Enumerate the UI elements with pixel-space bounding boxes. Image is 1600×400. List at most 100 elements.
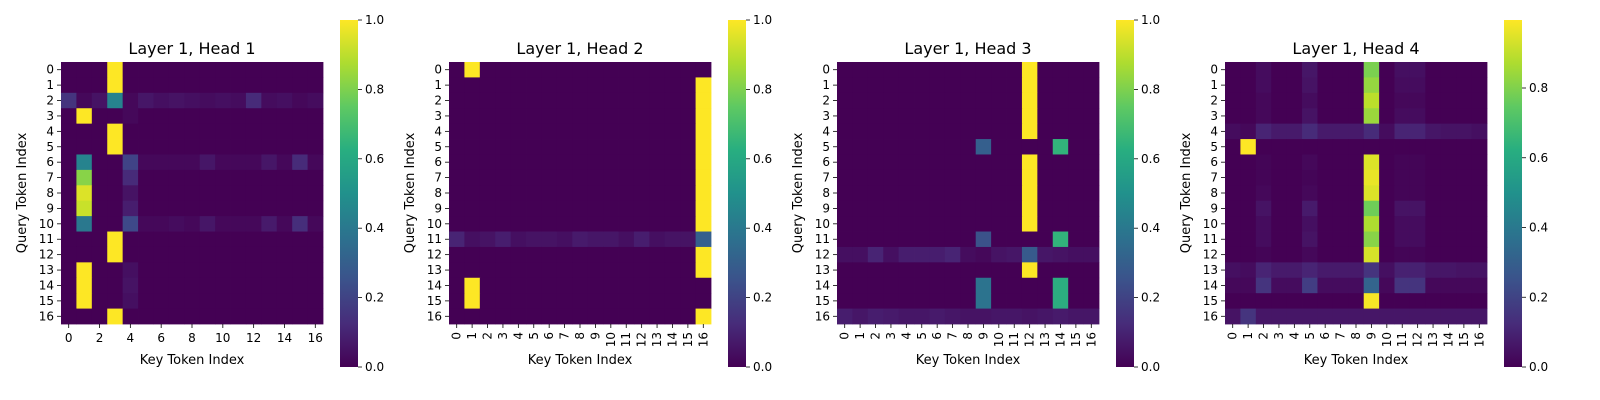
heatmap-cell bbox=[1409, 293, 1426, 309]
heatmap-cell bbox=[1317, 154, 1334, 171]
heatmap-cell bbox=[138, 293, 154, 309]
heatmap-cell bbox=[184, 246, 201, 263]
heatmap-cell bbox=[510, 169, 527, 186]
heatmap-cell bbox=[1302, 277, 1318, 294]
heatmap-cell bbox=[603, 185, 619, 202]
heatmap-cell bbox=[1379, 185, 1395, 202]
heatmap-cell bbox=[245, 108, 262, 125]
heatmap-cell bbox=[991, 200, 1007, 217]
heatmap-cell bbox=[526, 293, 542, 309]
heatmap-cell bbox=[1409, 277, 1426, 294]
heatmap-cell bbox=[107, 185, 124, 202]
heatmap-cell bbox=[153, 277, 170, 294]
heatmap-cell bbox=[1394, 246, 1411, 263]
heatmap-cell bbox=[1348, 231, 1365, 248]
heatmap-cell bbox=[215, 246, 231, 263]
heatmap-cell bbox=[1348, 216, 1365, 232]
x-tick-label: 1 bbox=[465, 332, 479, 340]
heatmap-cell bbox=[914, 293, 930, 309]
heatmap-cell bbox=[603, 154, 619, 171]
heatmap-cell bbox=[184, 62, 201, 78]
heatmap-cell bbox=[603, 62, 619, 78]
x-tick-label: 2 bbox=[481, 332, 495, 340]
heatmap-cells bbox=[449, 62, 712, 325]
heatmap-cell bbox=[1332, 169, 1349, 186]
heatmap-cell bbox=[867, 154, 884, 171]
heatmap-cell bbox=[479, 262, 496, 279]
heatmap-cell bbox=[1363, 246, 1380, 263]
x-tick-label: 9 bbox=[976, 332, 990, 340]
y-tick-label: 13 bbox=[39, 263, 54, 277]
heatmap-cell bbox=[914, 185, 930, 202]
heatmap-cell bbox=[261, 185, 278, 202]
heatmap-cell bbox=[837, 231, 853, 248]
heatmap-cell bbox=[1317, 277, 1334, 294]
heatmap-cell bbox=[695, 200, 712, 217]
heatmap-cell bbox=[1037, 262, 1054, 279]
heatmap-cell bbox=[541, 185, 558, 202]
heatmap-cell bbox=[138, 262, 154, 279]
heatmap-cell bbox=[230, 308, 247, 325]
heatmap-cell bbox=[1394, 216, 1411, 232]
heatmap-cell bbox=[1286, 262, 1303, 279]
heatmap-cell bbox=[1006, 308, 1023, 325]
heatmap-cell bbox=[1286, 92, 1303, 109]
heatmap-cell bbox=[1021, 246, 1038, 263]
heatmap-cell bbox=[1286, 246, 1303, 263]
heatmap-cell bbox=[587, 62, 604, 78]
colorbar-tick-label: 0.0 bbox=[1141, 360, 1160, 374]
x-tick-label: 4 bbox=[1287, 332, 1301, 340]
colorbar-tick-label: 1.0 bbox=[365, 13, 384, 27]
heatmap-cell bbox=[1037, 77, 1054, 94]
heatmap-cell bbox=[541, 200, 558, 217]
heatmap-cell bbox=[883, 139, 900, 155]
heatmap-cell bbox=[153, 200, 170, 217]
heatmap-cell bbox=[292, 154, 308, 171]
heatmap-cell bbox=[587, 185, 604, 202]
heatmap-cell bbox=[168, 139, 185, 155]
heatmap-cell bbox=[837, 154, 853, 171]
heatmap-cell bbox=[944, 308, 961, 325]
y-tick-label: 4 bbox=[434, 124, 442, 138]
x-tick-label: 14 bbox=[665, 332, 679, 347]
heatmap-cell bbox=[1332, 308, 1349, 325]
heatmap-cell bbox=[1225, 154, 1241, 171]
heatmap-cell bbox=[1083, 216, 1100, 232]
heatmap-cell bbox=[1332, 92, 1349, 109]
heatmap-cell bbox=[960, 62, 977, 78]
heatmap-cell bbox=[867, 308, 884, 325]
heatmap-cell bbox=[1037, 200, 1054, 217]
heatmap-cell bbox=[153, 262, 170, 279]
heatmap-cell bbox=[510, 185, 527, 202]
heatmap-cell bbox=[1425, 308, 1442, 325]
x-tick-label: 14 bbox=[277, 331, 292, 345]
heatmap-cell bbox=[1240, 308, 1257, 325]
y-tick-label: 2 bbox=[434, 94, 442, 108]
heatmap-cell bbox=[1006, 169, 1023, 186]
x-tick-label: 6 bbox=[542, 332, 556, 340]
heatmap-cell bbox=[975, 185, 992, 202]
heatmap-cell bbox=[153, 246, 170, 263]
heatmap-cell bbox=[1068, 246, 1084, 263]
heatmap-cell bbox=[153, 216, 170, 232]
heatmap-cell bbox=[1083, 108, 1100, 125]
heatmap-cell bbox=[633, 62, 650, 78]
heatmap-cell bbox=[1006, 185, 1023, 202]
heatmap-cell bbox=[510, 231, 527, 248]
heatmap-cell bbox=[1302, 231, 1318, 248]
heatmap-cell bbox=[960, 77, 977, 94]
heatmap-cell bbox=[1394, 92, 1411, 109]
y-tick-label: 4 bbox=[46, 124, 54, 138]
heatmap-cell bbox=[1471, 62, 1488, 78]
heatmap-cell bbox=[649, 77, 666, 94]
heatmap-cell bbox=[852, 231, 869, 248]
colorbar: 0.0 0.2 0.4 0.6 0.8 1.0 bbox=[728, 13, 772, 374]
heatmap-cell bbox=[695, 77, 712, 94]
y-tick-label: 16 bbox=[427, 309, 442, 323]
heatmap-cell bbox=[464, 185, 481, 202]
heatmap-cell bbox=[1037, 62, 1054, 78]
heatmap-cell bbox=[526, 62, 542, 78]
heatmap-cell bbox=[867, 200, 884, 217]
x-tick-label: 1 bbox=[1241, 332, 1255, 340]
